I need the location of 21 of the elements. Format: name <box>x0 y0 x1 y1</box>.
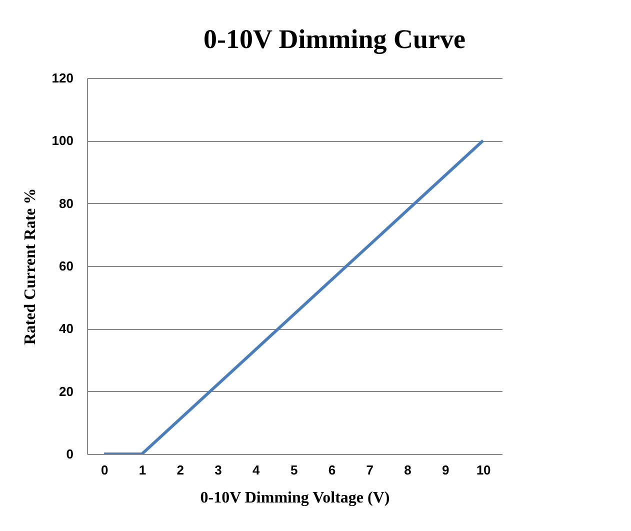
y-tick-label: 100 <box>52 133 74 148</box>
x-tick-label: 9 <box>442 462 450 478</box>
y-tick-label: 80 <box>59 196 74 211</box>
y-tick-label: 60 <box>59 258 74 274</box>
x-tick-label: 2 <box>176 462 184 478</box>
x-tick-label: 3 <box>214 462 222 478</box>
y-axis-title: Rated Current Rate % <box>22 188 39 345</box>
y-tick-label: 20 <box>59 384 74 399</box>
x-tick-label: 4 <box>252 462 261 478</box>
x-tick-label: 7 <box>366 462 374 478</box>
y-tick-label: 120 <box>52 70 74 86</box>
x-tick-label: 8 <box>404 462 412 478</box>
y-tick-label: 0 <box>66 446 74 462</box>
x-tick-label: 1 <box>138 462 146 478</box>
x-tick-label: 10 <box>476 462 491 478</box>
x-axis-title: 0-10V Dimming Voltage (V) <box>200 490 390 506</box>
x-tick-label: 0 <box>100 462 108 478</box>
x-tick-label: 6 <box>328 462 336 478</box>
y-tick-label: 40 <box>59 321 74 336</box>
x-tick-label: 5 <box>290 462 298 478</box>
chart-title: 0-10V Dimming Curve <box>204 24 466 54</box>
